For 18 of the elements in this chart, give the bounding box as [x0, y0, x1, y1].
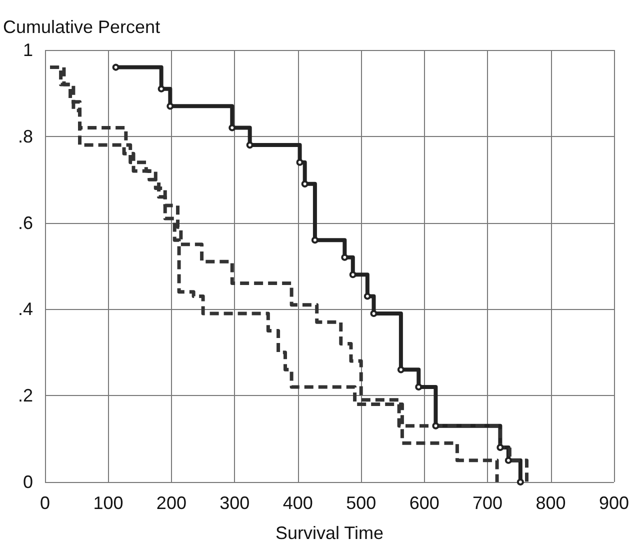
y-tick-label: .8 [18, 126, 33, 146]
x-tick-label: 200 [156, 493, 186, 513]
x-tick-label: 900 [598, 493, 630, 513]
y-tick-label: .2 [18, 386, 33, 406]
x-axis-title: Survival Time [275, 523, 384, 543]
x-tick-label: 0 [40, 493, 50, 513]
x-tick-label: 600 [409, 493, 440, 513]
x-tick-label: 800 [536, 493, 566, 513]
y-tick-label: 0 [22, 472, 33, 492]
y-axis-title: Cumulative Percent [3, 17, 160, 37]
x-tick-label: 100 [93, 493, 124, 513]
x-tick-label: 500 [346, 493, 376, 513]
x-tick-label: 700 [472, 493, 503, 513]
x-tick-label: 400 [282, 493, 313, 513]
y-tick-label: .4 [18, 299, 33, 320]
y-tick-label: 1 [22, 40, 33, 60]
x-tick-label: 300 [220, 493, 250, 513]
y-tick-label: .6 [18, 212, 33, 233]
